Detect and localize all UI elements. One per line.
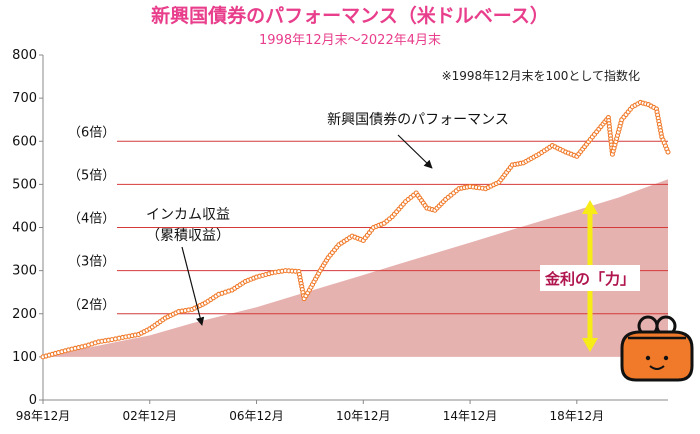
y-tick-label: 300 [12, 264, 37, 279]
y-tick-label: 600 [12, 134, 37, 149]
multiple-label: （5倍） [68, 168, 115, 183]
y-tick-label: 800 [12, 48, 37, 63]
series-point [665, 149, 671, 155]
multiple-label: （4倍） [68, 212, 115, 227]
chart-note: ※1998年12月末を100として指数化 [442, 68, 640, 83]
income-label-arrow [181, 246, 205, 326]
x-tick-label: 18年12月 [550, 409, 605, 423]
x-tick-label: 10年12月 [336, 409, 391, 423]
multiple-label: （3倍） [68, 255, 115, 270]
y-tick-label: 100 [12, 350, 37, 365]
chart-subtitle: 1998年12月末～2022年4月末 [259, 33, 441, 48]
income-area [43, 179, 668, 357]
chart-title: 新興国債券のパフォーマンス（米ドルベース） [151, 4, 549, 27]
x-tick-label: 14年12月 [443, 409, 498, 423]
series-label: 新興国債券のパフォーマンス [327, 112, 509, 128]
multiple-label: （2倍） [68, 298, 115, 313]
y-tick-label: 200 [12, 307, 37, 322]
x-tick-label: 98年12月 [16, 409, 71, 423]
power-label-bg [540, 265, 640, 291]
income-layer [43, 179, 668, 357]
multiple-lines-layer: （2倍） （3倍） （4倍） （5倍） （6倍） [68, 125, 668, 315]
series-label-arrow [397, 134, 433, 169]
y-tick-label: 400 [12, 221, 37, 236]
income-label-2: （累積収益） [146, 228, 230, 244]
multiple-label: （6倍） [68, 125, 115, 140]
x-tick-label: 02年12月 [122, 409, 177, 423]
series-layer [40, 99, 671, 360]
income-label: インカム収益 [146, 207, 230, 223]
coin-purse-icon [620, 315, 694, 382]
y-tick-label: 0 [29, 393, 37, 408]
power-label: 金利の「力」 [544, 270, 635, 288]
y-tick-label: 700 [12, 91, 37, 106]
y-tick-label: 500 [12, 177, 37, 192]
x-tick-label: 06年12月 [229, 409, 284, 423]
axes-layer: 0 100 200 300 400 500 600 700 800 98年12月 02年12月 06年… [12, 48, 668, 423]
